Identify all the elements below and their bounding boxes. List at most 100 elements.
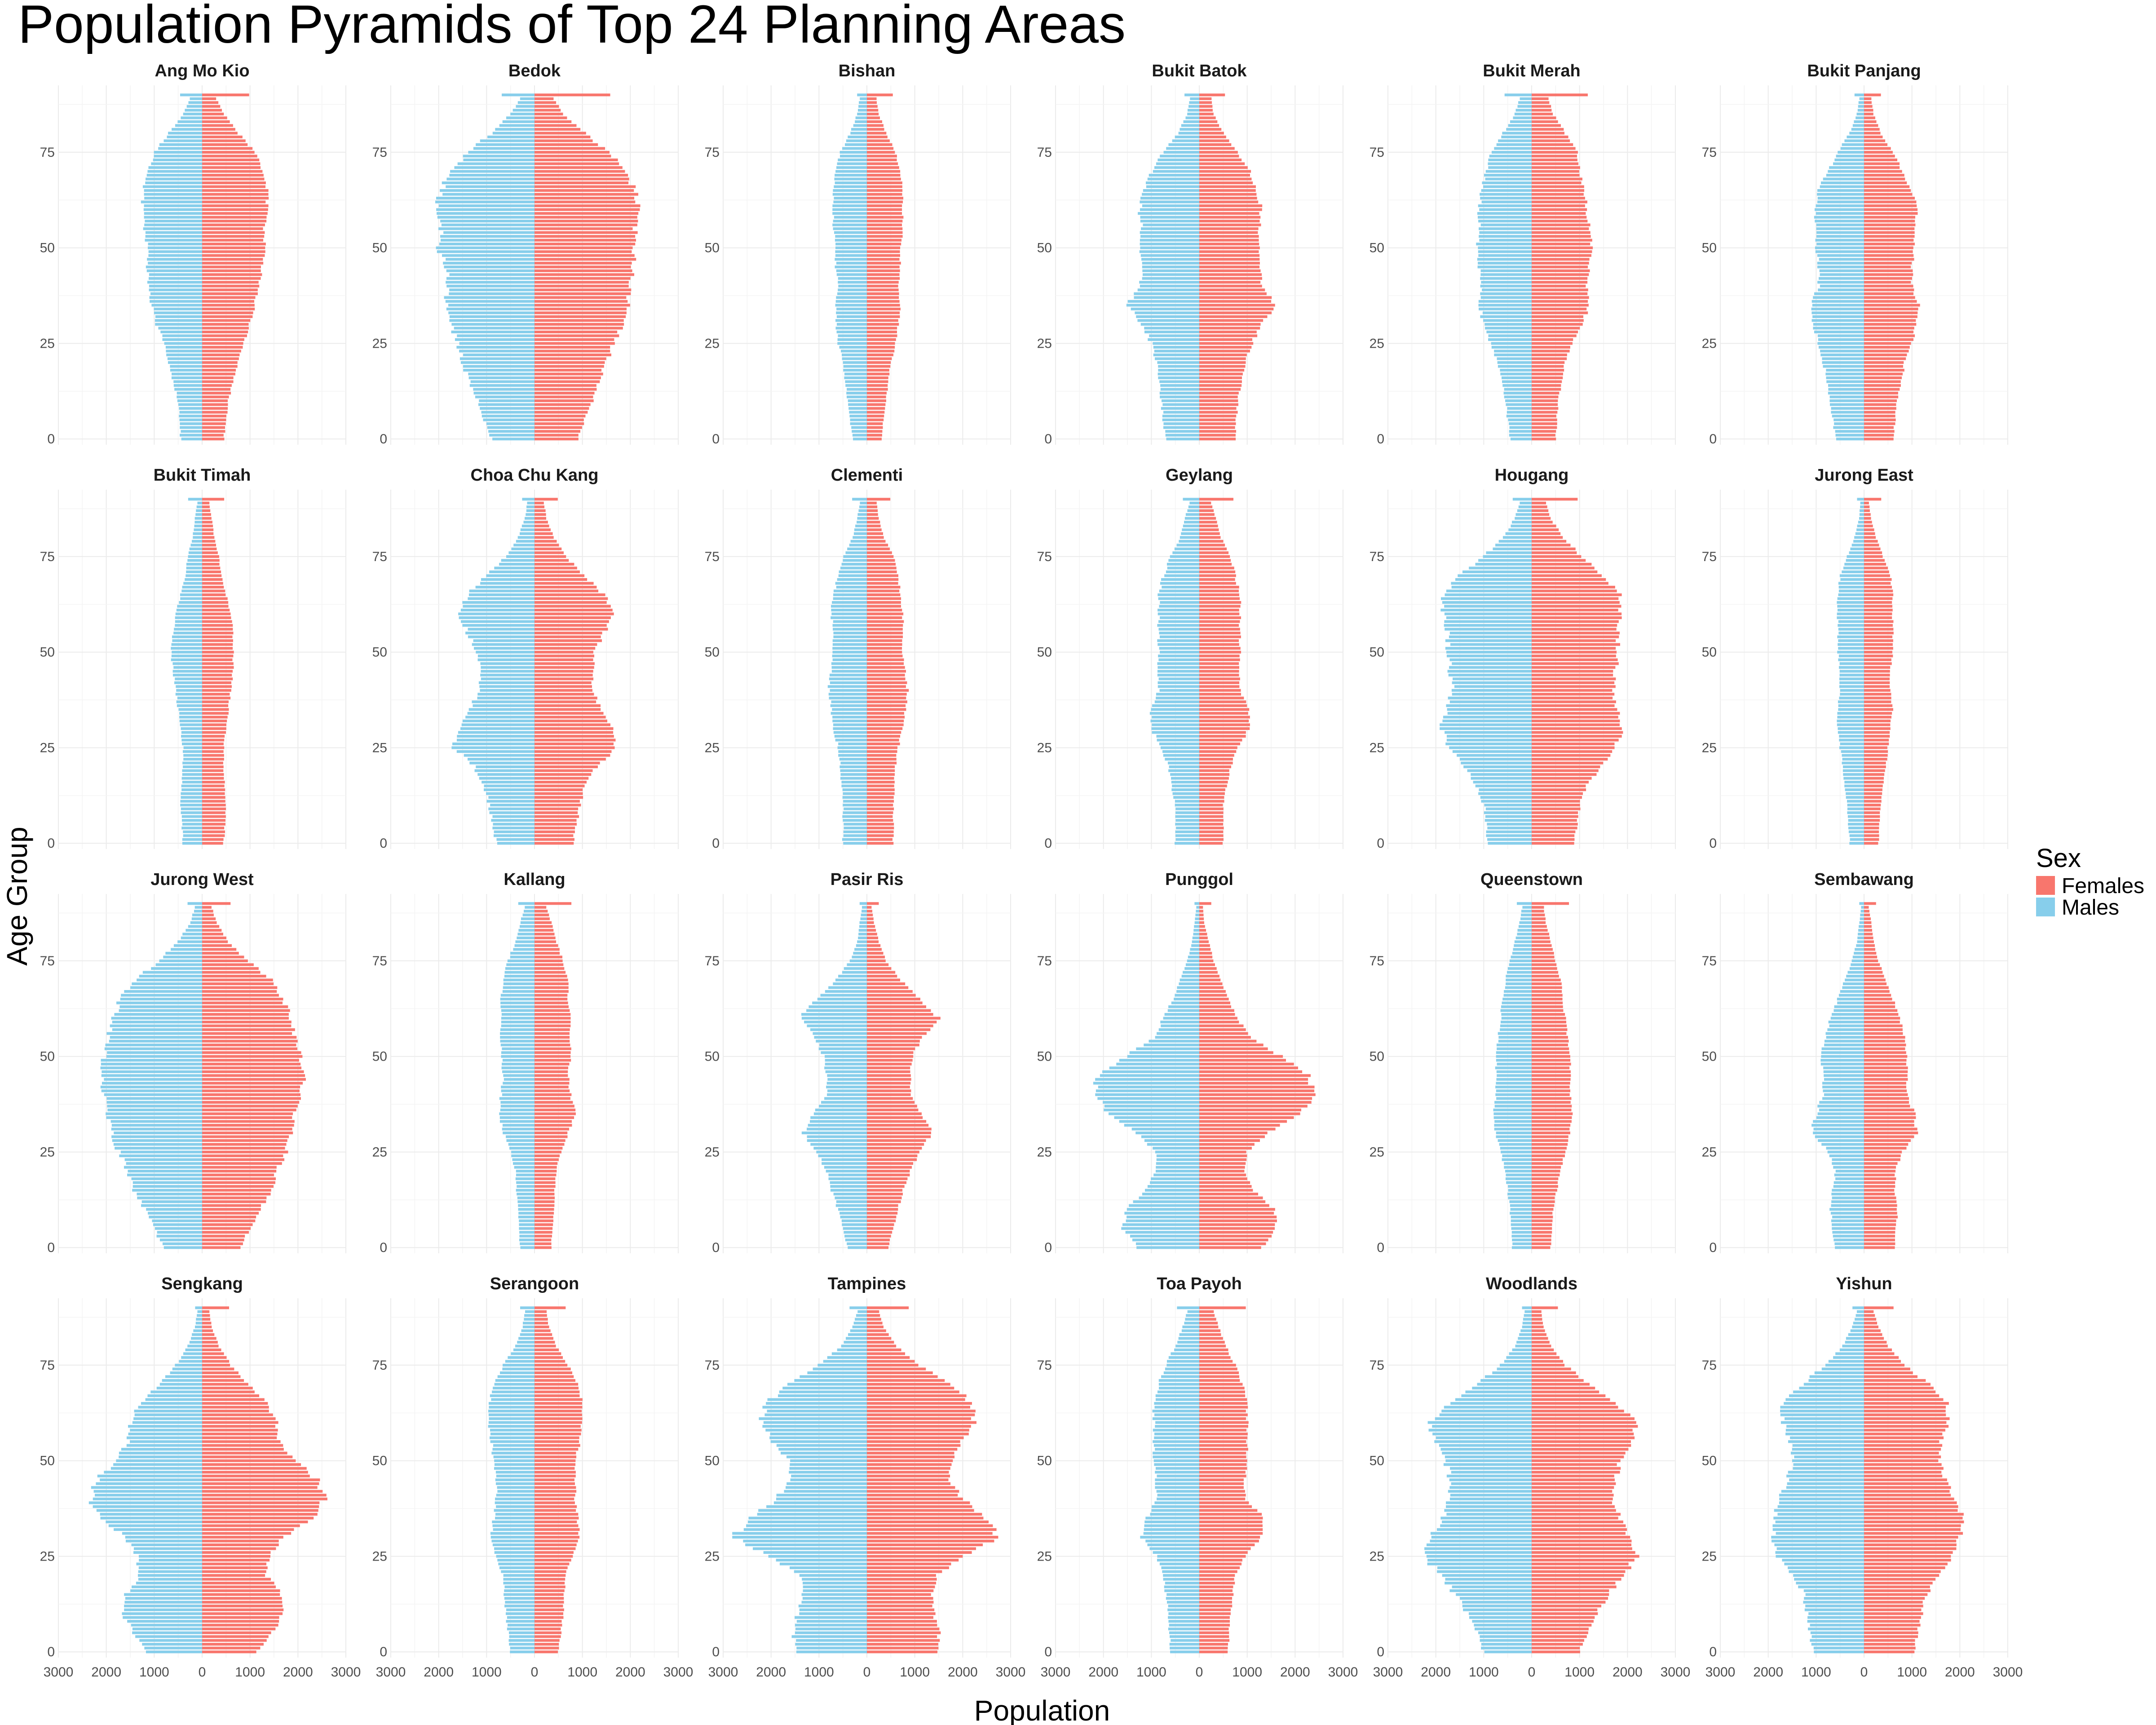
bar-female <box>867 547 890 550</box>
bar-male <box>849 411 867 414</box>
bar-male <box>119 1154 202 1158</box>
bar-female <box>535 1448 579 1451</box>
bar-female <box>535 323 624 326</box>
bar-male <box>826 1169 867 1173</box>
bar-male <box>462 719 535 722</box>
bar-female <box>867 662 904 665</box>
bar-female <box>1864 765 1886 769</box>
bar-female <box>1199 917 1204 920</box>
bar-female <box>202 677 233 681</box>
bar-female <box>202 1562 267 1566</box>
bar-male <box>495 1497 535 1500</box>
bar-female <box>1864 509 1870 512</box>
bar-male <box>1803 1589 1864 1592</box>
bar-female <box>202 662 234 665</box>
bar-male <box>1440 1524 1532 1527</box>
bar-female <box>1199 696 1244 699</box>
bar-female <box>1199 1310 1214 1313</box>
bar-male <box>801 1593 867 1596</box>
bar-male <box>1819 269 1864 272</box>
bar-female <box>535 1227 553 1230</box>
bar-male <box>186 562 202 566</box>
bar-female <box>202 1463 301 1466</box>
bar-male <box>1500 1146 1532 1150</box>
bar-female <box>867 505 878 509</box>
bar-female <box>1199 1169 1245 1173</box>
bar-male <box>1427 1558 1532 1562</box>
bar-female <box>535 1486 576 1489</box>
bar-female <box>202 639 233 642</box>
bar-male <box>846 395 867 398</box>
bar-male <box>1843 566 1864 570</box>
bar-female <box>1864 261 1912 265</box>
bar-male <box>515 1345 535 1348</box>
bar-female <box>1199 166 1248 169</box>
bar-male <box>147 281 202 284</box>
bar-female <box>535 1555 573 1558</box>
bar-male <box>1161 399 1199 402</box>
bar-female <box>1532 517 1551 520</box>
bar-female <box>1199 910 1203 913</box>
bar-male <box>1781 1490 1864 1493</box>
bar-female <box>535 388 597 391</box>
bar-female <box>202 1204 261 1207</box>
bar-female <box>1532 1322 1543 1325</box>
bar-male <box>487 135 535 138</box>
y-tick-label: 0 <box>47 1645 55 1659</box>
bar-female <box>535 1356 563 1359</box>
bar-male <box>1494 1123 1532 1127</box>
bar-female <box>1532 681 1615 684</box>
bar-female <box>535 1547 576 1550</box>
bar-male <box>1522 1325 1532 1328</box>
bar-male <box>1426 1543 1532 1546</box>
bar-female <box>1199 612 1240 615</box>
bar-female <box>535 1509 576 1512</box>
bar-female <box>1532 834 1575 837</box>
bar-male <box>489 570 535 574</box>
bar-male <box>1832 1196 1864 1199</box>
bar-female <box>535 1028 570 1031</box>
bar-male <box>1449 1478 1532 1482</box>
bar-female <box>1199 296 1272 299</box>
bar-male <box>832 212 867 215</box>
bar-female <box>1199 1024 1244 1027</box>
bar-female <box>202 986 278 989</box>
bar-female <box>1864 1505 1958 1508</box>
bar-female <box>867 1386 954 1390</box>
bar-female <box>535 1325 549 1328</box>
bar-male <box>1853 540 1864 543</box>
bar-male <box>1158 666 1199 669</box>
bar-female <box>202 1517 314 1520</box>
bar-male <box>483 418 535 421</box>
bar-male <box>858 936 867 939</box>
bar-male <box>748 1517 867 1520</box>
bar-male <box>501 1017 535 1020</box>
bar-male <box>159 1238 202 1242</box>
bar-female <box>202 921 217 924</box>
bar-male <box>1165 757 1199 761</box>
bar-male <box>1147 1185 1199 1188</box>
bar-female <box>867 746 898 749</box>
bar-male <box>1858 105 1864 108</box>
bar-male <box>848 1333 867 1336</box>
bar-female <box>1532 1367 1571 1371</box>
bar-female <box>202 1410 269 1413</box>
bar-female <box>202 1578 271 1581</box>
bar-male <box>1452 693 1532 696</box>
bar-female <box>202 834 225 837</box>
bar-male <box>468 757 535 761</box>
bar-male <box>492 1543 535 1546</box>
bar-female <box>1199 620 1240 623</box>
bar-male <box>1145 1517 1199 1520</box>
bar-male <box>1517 929 1532 932</box>
facets-layer: Ang Mo Kio0255075Bedok0255075Bishan02550… <box>40 62 2023 1680</box>
bar-male <box>843 819 867 822</box>
bar-female <box>202 300 255 303</box>
bar-male <box>179 1360 202 1363</box>
bar-female <box>1864 1093 1908 1096</box>
bar-female <box>867 426 883 429</box>
bar-male <box>838 334 867 337</box>
bar-male <box>1780 1406 1864 1409</box>
bar-male <box>1461 761 1532 765</box>
